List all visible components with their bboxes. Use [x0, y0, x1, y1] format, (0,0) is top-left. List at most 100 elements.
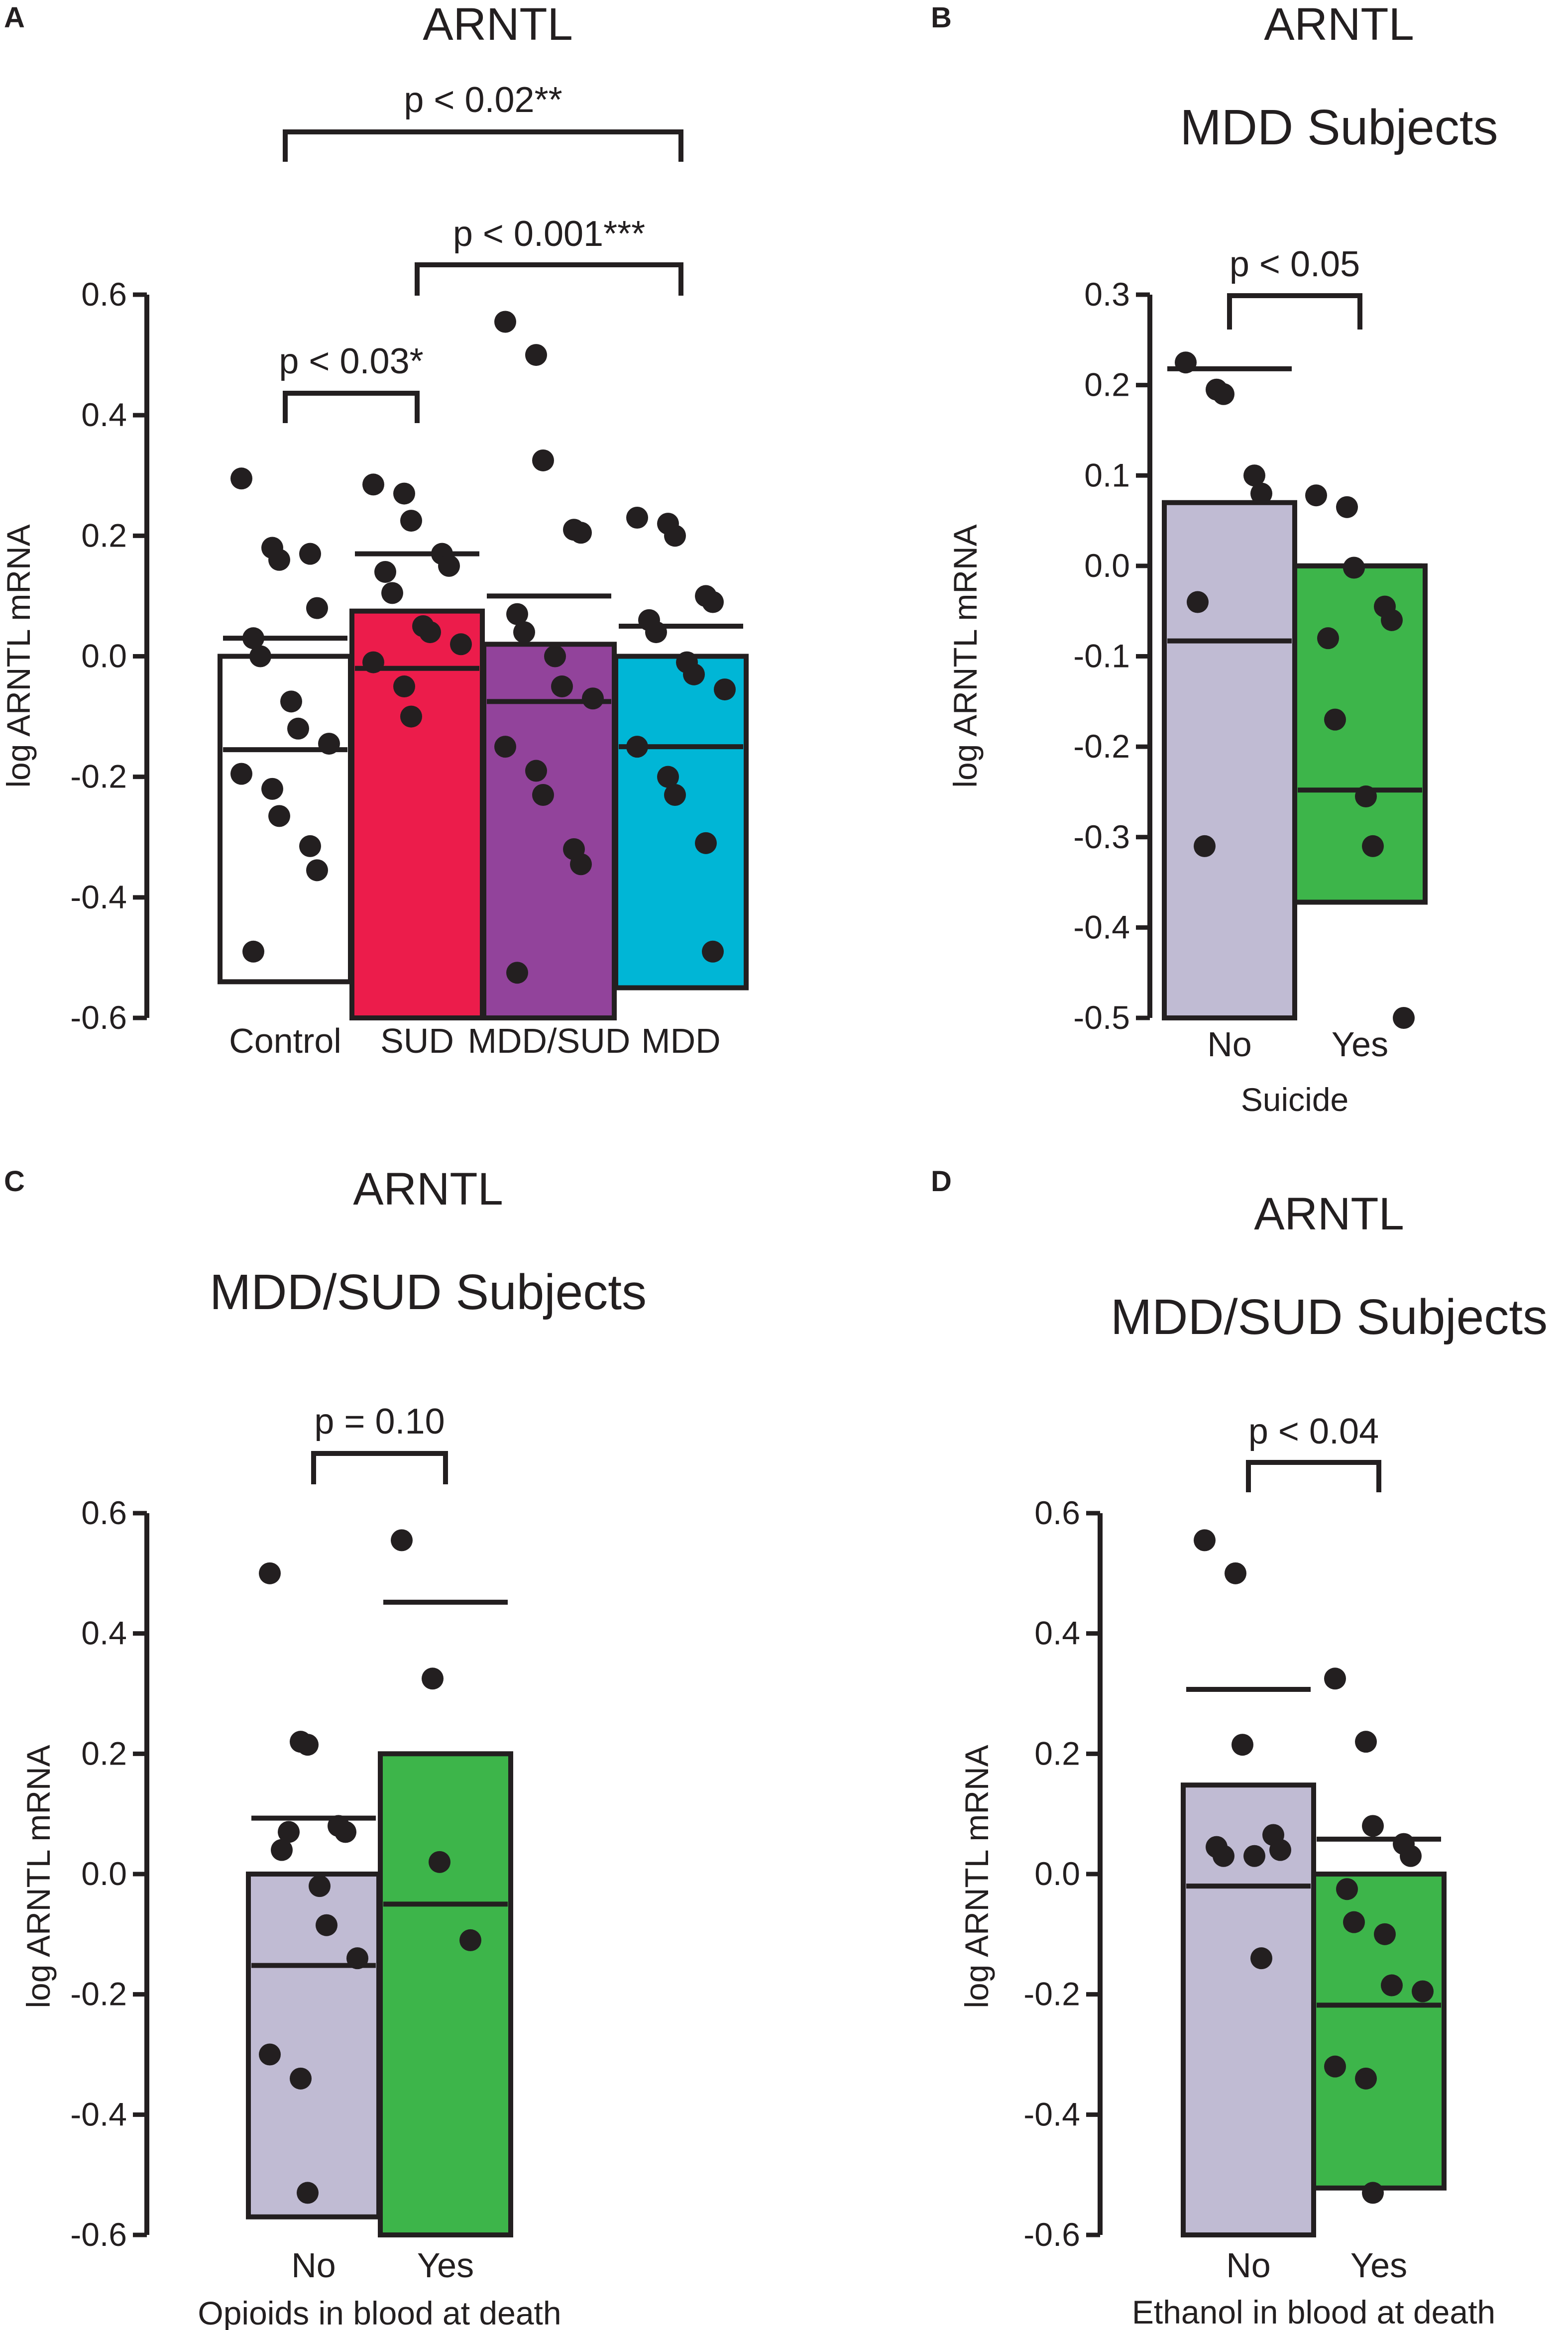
- panel-letter: B: [931, 1, 952, 34]
- significance-label: p < 0.05: [1230, 244, 1360, 284]
- chart-title: ARNTL: [423, 0, 573, 50]
- data-point: [702, 940, 724, 963]
- data-point: [664, 525, 686, 547]
- data-point: [1317, 627, 1339, 650]
- bar-yes: [378, 1751, 513, 2237]
- significance-bracket: [415, 262, 683, 296]
- y-tick-label: -0.4: [70, 2096, 127, 2132]
- chart-subtitle: MDD/SUD Subjects: [210, 1264, 647, 1320]
- data-point: [297, 2182, 319, 2204]
- chart-title: ARNTL: [1254, 1189, 1404, 1239]
- data-point: [299, 543, 321, 565]
- data-point: [230, 467, 252, 490]
- y-tick-label: 0.2: [1084, 366, 1130, 403]
- y-tick-label: 0.3: [1084, 276, 1130, 313]
- panel-d: D ARNTL MDD/SUD Subjects 0.6 0.4 0.2 0.0 -0.2 -0…: [931, 1165, 1548, 2330]
- y-tick-label: -0.1: [1073, 638, 1130, 674]
- y-tick-label: 0.0: [81, 1855, 127, 1892]
- data-point: [306, 597, 328, 619]
- data-point: [1336, 496, 1358, 518]
- data-point: [1194, 1529, 1216, 1552]
- data-point: [702, 591, 724, 613]
- x-tick-label: Yes: [417, 2246, 474, 2285]
- data-point: [459, 1929, 481, 1951]
- significance-bracket: [283, 391, 420, 423]
- data-point: [306, 859, 328, 882]
- data-point: [362, 473, 384, 496]
- data-point: [287, 717, 309, 740]
- data-point: [1324, 2055, 1346, 2078]
- data-point: [1324, 708, 1346, 731]
- data-point: [1305, 484, 1327, 507]
- data-point: [259, 1562, 281, 1584]
- data-point: [570, 853, 592, 876]
- x-tick-label: No: [291, 2246, 336, 2285]
- y-tick-label: 0.6: [1034, 1494, 1080, 1531]
- panel-a: A ARNTL 0.6 0.4 0.2 0.0 -0.2 -0.4 -0.6 log ARNTL …: [0, 0, 749, 1060]
- data-point: [1412, 1980, 1434, 2002]
- data-point: [297, 1734, 319, 1756]
- data-point: [525, 760, 547, 782]
- data-point: [381, 582, 403, 604]
- data-point: [422, 1667, 444, 1690]
- data-point: [1243, 1845, 1265, 1867]
- data-point: [1250, 1947, 1272, 1970]
- y-tick-label: -0.2: [1023, 1976, 1080, 2012]
- data-point: [268, 549, 290, 571]
- data-point: [450, 633, 472, 656]
- data-point: [393, 675, 415, 698]
- y-tick-label: 0.4: [1034, 1615, 1080, 1652]
- data-point: [242, 940, 264, 963]
- data-point: [506, 962, 528, 984]
- panel-c: C ARNTL MDD/SUD Subjects 0.6 0.4 0.2 0.0 -0.2 -0…: [4, 1164, 647, 2330]
- data-point: [513, 621, 535, 644]
- data-point: [1213, 383, 1234, 405]
- bar-sud: [349, 608, 485, 1020]
- x-axis-label: Opioids in blood at death: [198, 2295, 561, 2330]
- data-point: [1194, 835, 1216, 857]
- data-point: [1374, 1923, 1396, 1945]
- data-point: [1381, 609, 1403, 631]
- data-point: [278, 1821, 300, 1843]
- data-point: [419, 621, 441, 644]
- data-point: [391, 1529, 413, 1552]
- data-point: [1324, 1667, 1346, 1690]
- data-point: [230, 763, 252, 785]
- y-tick-label: -0.3: [1073, 818, 1130, 855]
- x-axis-label: Ethanol in blood at death: [1132, 2294, 1495, 2330]
- x-tick-label: Yes: [1332, 1025, 1388, 1064]
- significance-label: p < 0.04: [1248, 1412, 1379, 1451]
- data-point: [1187, 591, 1209, 613]
- significance-bracket: [283, 129, 683, 162]
- data-point: [525, 344, 547, 366]
- data-point: [400, 510, 422, 532]
- data-point: [664, 783, 686, 806]
- x-tick-label: MDD/SUD: [468, 1021, 631, 1060]
- data-point: [429, 1851, 450, 1873]
- y-tick-label: 0.4: [81, 1615, 127, 1652]
- y-tick-label: -0.2: [1073, 728, 1130, 765]
- x-tick-label: No: [1207, 1025, 1251, 1064]
- chart-subtitle: MDD/SUD Subjects: [1111, 1289, 1548, 1345]
- bar-yes: [1292, 563, 1428, 905]
- x-tick-label: No: [1226, 2246, 1270, 2285]
- significance-bracket: [1246, 1460, 1381, 1492]
- data-point: [1213, 1845, 1234, 1867]
- data-point: [299, 835, 321, 857]
- data-point: [1362, 2182, 1384, 2204]
- data-point: [393, 482, 415, 505]
- data-point: [400, 705, 422, 728]
- data-point: [335, 1821, 356, 1843]
- data-point: [290, 2067, 312, 2090]
- chart-title: ARNTL: [1264, 0, 1414, 50]
- y-tick-label: 0.0: [1084, 547, 1130, 584]
- y-tick-label: -0.4: [70, 879, 127, 915]
- data-point: [1336, 1878, 1358, 1900]
- data-point: [249, 645, 271, 667]
- data-point: [494, 736, 516, 758]
- data-point: [1400, 1845, 1422, 1867]
- x-tick-label: Yes: [1350, 2246, 1407, 2285]
- data-point: [316, 1914, 337, 1936]
- y-tick-label: -0.2: [70, 1976, 127, 2012]
